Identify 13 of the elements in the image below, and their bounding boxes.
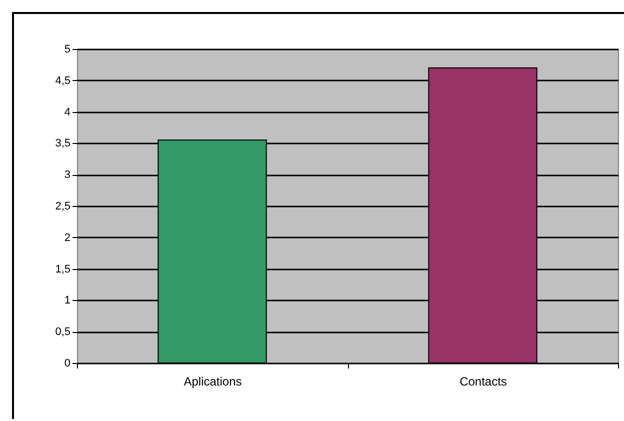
x-tick-label: Contacts [460,374,507,388]
y-tick-label: 2 [64,232,70,244]
y-tick-label: 3 [64,169,70,182]
y-tick-label: 0,5 [55,326,70,338]
y-tick-label: 4 [64,106,70,118]
y-tick-label: 2,5 [55,200,70,212]
y-tick-label: 1,5 [55,263,70,276]
y-tick-label: 1 [64,294,70,307]
y-tick-label: 0 [64,358,70,370]
y-tick-label: 5 [64,44,70,56]
x-tick-label: Aplications [184,374,242,388]
y-tick-label: 4,5 [55,74,70,87]
y-tick-label: 3,5 [55,138,70,150]
